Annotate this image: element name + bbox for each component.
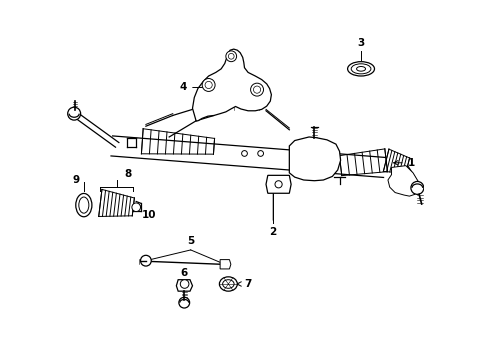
Circle shape	[140, 255, 151, 266]
Text: 7: 7	[236, 279, 251, 289]
Text: 1: 1	[393, 158, 414, 168]
Text: 3: 3	[357, 38, 364, 48]
Polygon shape	[176, 280, 192, 291]
Circle shape	[225, 51, 236, 62]
Polygon shape	[192, 49, 271, 121]
Circle shape	[253, 86, 260, 93]
Text: 9: 9	[72, 175, 80, 185]
Text: 2: 2	[269, 226, 276, 237]
Text: 6: 6	[180, 267, 187, 278]
Circle shape	[257, 150, 263, 156]
Circle shape	[274, 181, 282, 188]
Circle shape	[180, 280, 188, 288]
Circle shape	[132, 203, 140, 212]
Polygon shape	[265, 175, 290, 193]
Polygon shape	[387, 166, 418, 196]
Text: 10: 10	[136, 205, 157, 220]
Ellipse shape	[219, 277, 237, 291]
Ellipse shape	[356, 67, 365, 71]
Circle shape	[228, 53, 234, 59]
Text: 4: 4	[180, 82, 211, 93]
Circle shape	[241, 150, 247, 156]
Ellipse shape	[76, 193, 92, 217]
Polygon shape	[220, 260, 230, 269]
Ellipse shape	[350, 64, 370, 74]
Circle shape	[67, 107, 81, 120]
Circle shape	[410, 181, 423, 194]
Circle shape	[179, 297, 189, 308]
Circle shape	[204, 81, 212, 89]
Ellipse shape	[347, 62, 374, 76]
Text: 8: 8	[124, 169, 131, 179]
Ellipse shape	[79, 197, 89, 213]
Text: 5: 5	[187, 237, 194, 246]
Circle shape	[250, 83, 263, 96]
Polygon shape	[289, 137, 340, 181]
Ellipse shape	[222, 280, 234, 288]
Circle shape	[202, 78, 215, 91]
